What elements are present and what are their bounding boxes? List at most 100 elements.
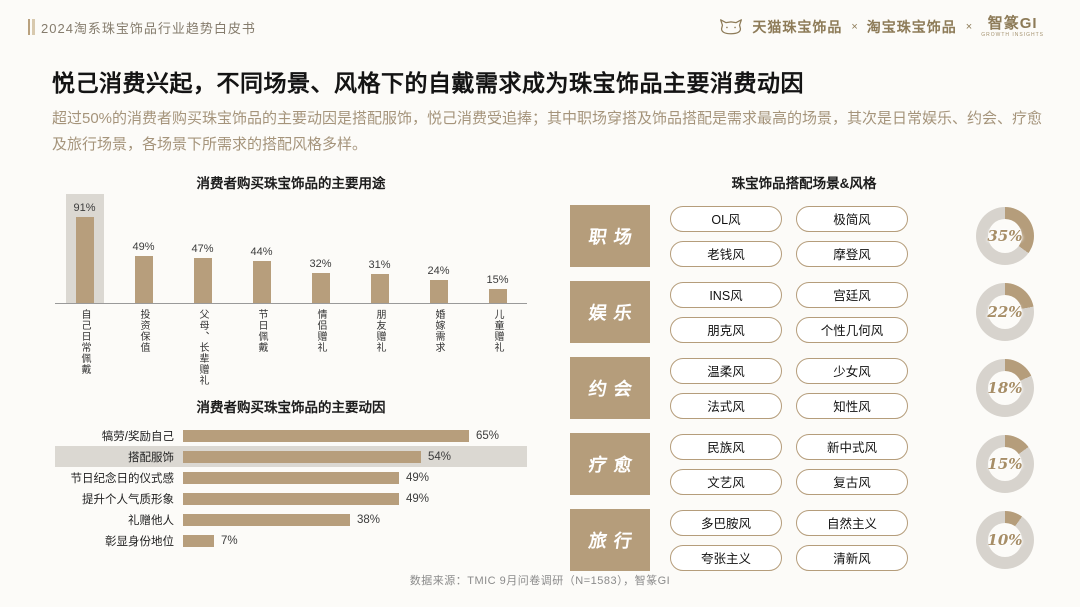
- scene-row: 旅行 多巴胺风 自然主义 夸张主义 清新风 10%: [570, 506, 1038, 574]
- report-title: 2024淘系珠宝饰品行业趋势白皮书: [41, 20, 256, 36]
- scene-share-donut: 35%: [976, 207, 1034, 265]
- bar-category-text: 情侣赠礼: [315, 309, 326, 353]
- bar-category-text: 自己日常佩戴: [79, 309, 90, 375]
- scene-label: 疗愈: [570, 433, 650, 495]
- motivation-chart-plot: 犒劳/奖励自己 65% 搭配服饰 54% 节日纪念日的仪式感 49% 提升个人气质形象 49%…: [55, 425, 527, 551]
- style-pill: INS风: [670, 281, 782, 308]
- style-pill: OL风: [670, 205, 782, 232]
- bar: [183, 492, 399, 505]
- logo-separator: ×: [965, 21, 973, 33]
- bar-category-label: 朋友赠礼: [350, 309, 409, 389]
- style-pill: 夸张主义: [670, 544, 782, 571]
- bar-value-label: 32%: [309, 258, 332, 270]
- usage-bar-chart: 消费者购买珠宝饰品的主要用途 91% 49% 47% 44% 32% 31% 24% 15% …: [55, 172, 527, 389]
- scene-label: 娱乐: [570, 281, 650, 343]
- style-pill: 摩登风: [796, 240, 908, 267]
- bar-category-label: 儿童赠礼: [468, 309, 527, 389]
- hbar-category-label: 礼赠他人: [128, 514, 174, 527]
- bar-group: 32%: [291, 200, 350, 303]
- logo-zhizhuan-gi: 智篆GI GROWTH INSIGHTS: [981, 15, 1044, 38]
- bar-category-label: 节日佩戴: [232, 309, 291, 389]
- usage-chart-title: 消费者购买珠宝饰品的主要用途: [196, 176, 386, 191]
- hbar-category-label: 彰显身份地位: [105, 535, 174, 548]
- style-pill: 老钱风: [670, 240, 782, 267]
- bar-value-label: 24%: [427, 265, 450, 277]
- bar-value-label: 47%: [191, 243, 214, 255]
- donut-percent-label: 35%: [987, 227, 1023, 245]
- scene-share-donut: 22%: [976, 283, 1034, 341]
- bar-group: 31%: [350, 200, 409, 303]
- scene-share-donut: 18%: [976, 359, 1034, 417]
- bar-group: 91%: [55, 200, 114, 303]
- hbar-value-label: 38%: [357, 513, 381, 526]
- style-pill: 民族风: [670, 433, 782, 460]
- motivation-bar-chart: 消费者购买珠宝饰品的主要动因 犒劳/奖励自己 65% 搭配服饰 54% 节日纪念日的仪式…: [55, 396, 527, 551]
- bar: [134, 256, 153, 303]
- bar-group: 47%: [173, 200, 232, 303]
- donut-percent-label: 10%: [987, 531, 1023, 549]
- bar-category-label: 父母、长辈赠礼: [173, 309, 232, 389]
- scene-label-text: 职场: [586, 227, 640, 248]
- style-pill: 文艺风: [670, 468, 782, 495]
- hbar-value-label: 49%: [406, 492, 430, 505]
- donut-hole: [988, 295, 1022, 329]
- hbar-value-label: 49%: [406, 471, 430, 484]
- logo-zhizhuan-subtext: GROWTH INSIGHTS: [981, 32, 1044, 38]
- style-pill: 法式风: [670, 392, 782, 419]
- donut-hole: [988, 371, 1022, 405]
- hbar-row: 彰显身份地位 7%: [55, 530, 527, 551]
- bar: [183, 429, 469, 442]
- page-subtitle: 超过50%的消费者购买珠宝饰品的主要动因是搭配服饰，悦己消费受追捧；其中职场穿搭…: [52, 110, 1043, 153]
- donut-percent-label: 22%: [987, 303, 1023, 321]
- bar: [183, 450, 421, 463]
- report-title-block: 2024淘系珠宝饰品行业趋势白皮书: [28, 18, 256, 37]
- hbar-row: 犒劳/奖励自己 65%: [55, 425, 527, 446]
- style-pill: 知性风: [796, 392, 908, 419]
- scene-row: 娱乐 INS风 宫廷风 朋克风 个性几何风 22%: [570, 278, 1038, 346]
- bar: [75, 217, 94, 303]
- scene-rows: 职场 OL风 极简风 老钱风 摩登风 35% 娱乐 INS风 宫廷风 朋克风 个性几何风 22% 约会 温…: [570, 202, 1038, 574]
- scene-label: 职场: [570, 205, 650, 267]
- donut-hole: [988, 447, 1022, 481]
- bar-value-label: 44%: [250, 246, 273, 258]
- bar-group: 24%: [409, 200, 468, 303]
- hbar-category-label: 犒劳/奖励自己: [101, 430, 174, 443]
- bar: [370, 274, 389, 303]
- bar-value-label: 15%: [486, 274, 509, 286]
- scene-share-donut: 10%: [976, 511, 1034, 569]
- bar-category-label: 婚嫁需求: [409, 309, 468, 389]
- accent-bar: [28, 19, 32, 35]
- style-pill: 宫廷风: [796, 281, 908, 308]
- hbar-category-label: 节日纪念日的仪式感: [70, 472, 175, 485]
- scene-panel-title: 珠宝饰品搭配场景&风格: [731, 176, 877, 191]
- brand-logos: 天猫珠宝饰品 × 淘宝珠宝饰品 × 智篆GI GROWTH INSIGHTS: [719, 16, 1044, 38]
- scene-label: 约会: [570, 357, 650, 419]
- hbar-category-label: 提升个人气质形象: [82, 493, 174, 506]
- style-pill: 个性几何风: [796, 316, 908, 343]
- bar-category-text: 父母、长辈赠礼: [197, 309, 208, 386]
- style-pill: 朋克风: [670, 316, 782, 343]
- style-pill-grid: 民族风 新中式风 文艺风 复古风: [670, 433, 908, 495]
- scene-label-text: 娱乐: [586, 303, 640, 324]
- style-pill-grid: INS风 宫廷风 朋克风 个性几何风: [670, 281, 908, 343]
- donut-percent-label: 15%: [987, 455, 1023, 473]
- scene-label-text: 约会: [586, 379, 640, 400]
- bar: [183, 471, 399, 484]
- bar-category-text: 投资保值: [138, 309, 149, 353]
- scene-row: 疗愈 民族风 新中式风 文艺风 复古风 15%: [570, 430, 1038, 498]
- hbar-row: 节日纪念日的仪式感 49%: [55, 467, 527, 488]
- style-pill-grid: 多巴胺风 自然主义 夸张主义 清新风: [670, 509, 908, 571]
- scene-share-donut: 15%: [976, 435, 1034, 493]
- top-bar: 2024淘系珠宝饰品行业趋势白皮书 天猫珠宝饰品 × 淘宝珠宝饰品 × 智篆GI…: [28, 16, 1044, 38]
- style-pill: 温柔风: [670, 357, 782, 384]
- hbar-category-label: 搭配服饰: [128, 451, 174, 464]
- motivation-chart-title: 消费者购买珠宝饰品的主要动因: [196, 400, 386, 415]
- style-pill: 自然主义: [796, 509, 908, 536]
- hbar-value-label: 65%: [476, 429, 500, 442]
- usage-chart-axis-labels: 自己日常佩戴 投资保值 父母、长辈赠礼 节日佩戴 情侣赠礼 朋友赠礼 婚嫁需求 儿童赠礼: [55, 309, 527, 389]
- bar-category-text: 儿童赠礼: [492, 309, 503, 353]
- style-pill: 多巴胺风: [670, 509, 782, 536]
- hbar-value-label: 54%: [428, 450, 452, 463]
- bar-group: 15%: [468, 200, 527, 303]
